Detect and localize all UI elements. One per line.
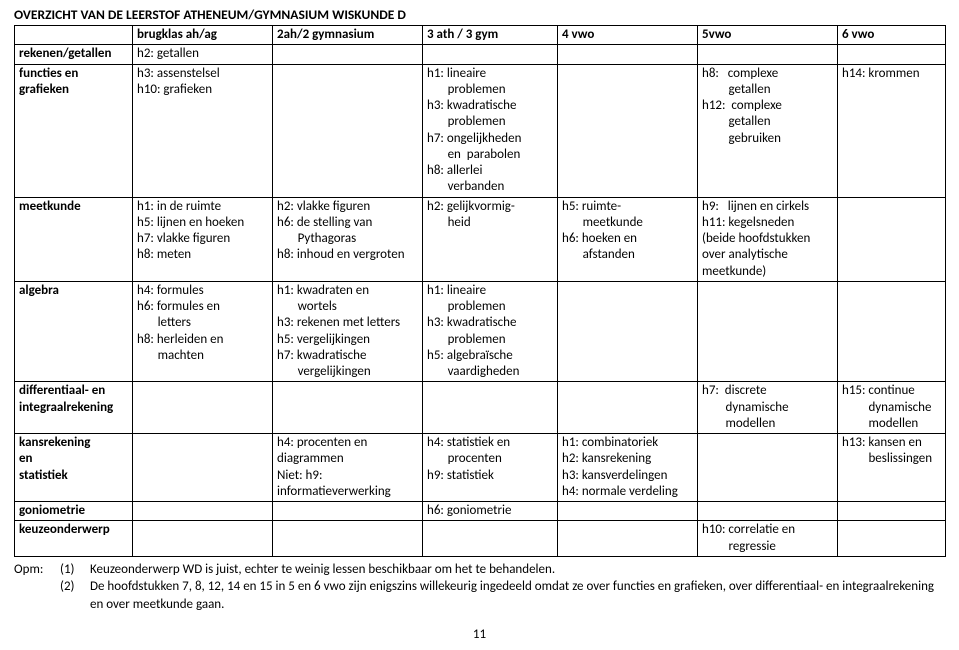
notes-block: Opm:(1)Keuzeonderwerp WD is juist, echte…: [14, 561, 945, 614]
note-text: Keuzeonderwerp WD is juist, echter te we…: [90, 561, 945, 579]
table-cell: [698, 434, 838, 502]
page-number: 11: [14, 627, 945, 642]
table-cell: [423, 521, 558, 557]
table-cell: [698, 502, 838, 521]
table-cell: [273, 64, 423, 197]
table-cell: [273, 45, 423, 64]
column-header: [15, 26, 133, 45]
table-cell: [273, 521, 423, 557]
table-cell: h4: formules h6: formules en letters h8:…: [133, 281, 273, 382]
table-cell: h1: combinatoriek h2: kansrekening h3: k…: [558, 434, 698, 502]
table-cell: h14: krommen: [838, 64, 946, 197]
table-cell: [558, 382, 698, 434]
table-cell: h1: kwadraten en wortels h3: rekenen met…: [273, 281, 423, 382]
table-cell: [558, 45, 698, 64]
table-cell: [133, 502, 273, 521]
row-header: keuzeonderwerp: [15, 521, 133, 557]
table-cell: h1: lineaire problemen h3: kwadratische …: [423, 64, 558, 197]
note-number: (2): [60, 578, 90, 613]
note-number: (1): [60, 561, 90, 579]
table-cell: h4: procenten en diagrammen Niet: h9: in…: [273, 434, 423, 502]
row-header: meetkunde: [15, 197, 133, 281]
table-cell: [838, 502, 946, 521]
table-cell: [838, 197, 946, 281]
table-cell: [558, 281, 698, 382]
table-cell: h15: continue dynamische modellen: [838, 382, 946, 434]
curriculum-table: brugklas ah/ag2ah/2 gymnasium3 ath / 3 g…: [14, 25, 946, 557]
table-cell: h1: lineaire problemen h3: kwadratische …: [423, 281, 558, 382]
table-cell: [133, 521, 273, 557]
note-row: Opm:(1)Keuzeonderwerp WD is juist, echte…: [14, 561, 945, 579]
column-header: 3 ath / 3 gym: [423, 26, 558, 45]
table-cell: [698, 281, 838, 382]
row-header: differentiaal- en integraalrekening: [15, 382, 133, 434]
table-cell: [698, 45, 838, 64]
table-cell: h13: kansen en beslissingen: [838, 434, 946, 502]
row-header: functies en grafieken: [15, 64, 133, 197]
table-cell: [838, 521, 946, 557]
row-header: rekenen/getallen: [15, 45, 133, 64]
table-cell: [273, 382, 423, 434]
table-cell: h8: complexe getallen h12: complexe geta…: [698, 64, 838, 197]
column-header: 4 vwo: [558, 26, 698, 45]
table-cell: [133, 434, 273, 502]
table-cell: h9: lijnen en cirkels h11: kegelsneden (…: [698, 197, 838, 281]
table-cell: [838, 45, 946, 64]
row-header: algebra: [15, 281, 133, 382]
table-row: functies en grafiekenh3: assenstelsel h1…: [15, 64, 946, 197]
table-cell: h6: goniometrie: [423, 502, 558, 521]
note-text: De hoofdstukken 7, 8, 12, 14 en 15 in 5 …: [90, 578, 945, 613]
table-cell: [423, 45, 558, 64]
column-header: brugklas ah/ag: [133, 26, 273, 45]
table-cell: h4: statistiek en procenten h9: statisti…: [423, 434, 558, 502]
table-cell: [558, 502, 698, 521]
table-cell: [423, 382, 558, 434]
column-header: 6 vwo: [838, 26, 946, 45]
table-cell: [558, 64, 698, 197]
table-row: keuzeonderwerp h10: correlatie en regress…: [15, 521, 946, 557]
table-cell: h10: correlatie en regressie: [698, 521, 838, 557]
table-row: goniometrie h6: goniometrie: [15, 502, 946, 521]
column-header: 5vwo: [698, 26, 838, 45]
table-cell: h1: in de ruimte h5: lijnen en hoeken h7…: [133, 197, 273, 281]
note-label: [14, 578, 60, 613]
note-row: (2)De hoofdstukken 7, 8, 12, 14 en 15 in…: [14, 578, 945, 613]
table-cell: h5: ruimte- meetkunde h6: hoeken en afst…: [558, 197, 698, 281]
row-header: kansrekening en statistiek: [15, 434, 133, 502]
page-title: OVERZICHT VAN DE LEERSTOF ATHENEUM/GYMNA…: [14, 6, 945, 23]
table-cell: h2: gelijkvormig- heid: [423, 197, 558, 281]
table-cell: [133, 382, 273, 434]
row-header: goniometrie: [15, 502, 133, 521]
table-row: kansrekening en statistiek h4: procenten …: [15, 434, 946, 502]
table-row: meetkundeh1: in de ruimte h5: lijnen en …: [15, 197, 946, 281]
table-row: algebrah4: formules h6: formules en lett…: [15, 281, 946, 382]
table-cell: h7: discrete dynamische modellen: [698, 382, 838, 434]
table-cell: [558, 521, 698, 557]
table-row: rekenen/getallenh2: getallen: [15, 45, 946, 64]
column-header: 2ah/2 gymnasium: [273, 26, 423, 45]
table-cell: h3: assenstelsel h10: grafieken: [133, 64, 273, 197]
table-cell: [273, 502, 423, 521]
table-cell: [838, 281, 946, 382]
table-cell: h2: getallen: [133, 45, 273, 64]
table-cell: h2: vlakke figuren h6: de stelling van P…: [273, 197, 423, 281]
table-row: differentiaal- en integraalrekening h7: d…: [15, 382, 946, 434]
note-label: Opm:: [14, 561, 60, 579]
